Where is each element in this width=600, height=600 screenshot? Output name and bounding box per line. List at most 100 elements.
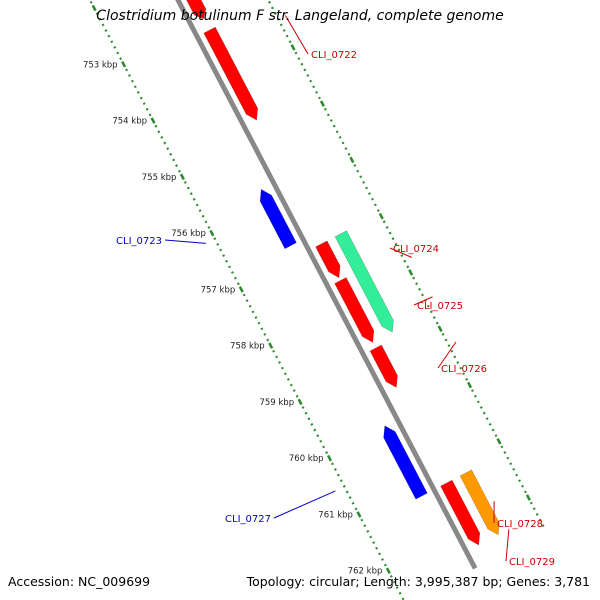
ruler-minor-tick: [512, 468, 516, 471]
ruler-major-tick: [209, 229, 215, 237]
gene-features: [186, 0, 500, 546]
ruler-minor-tick: [344, 147, 348, 151]
ruler-minor-tick: [95, 12, 99, 16]
label-leader-line: [284, 15, 309, 55]
gene-label-cli-0723[interactable]: CLI_0723: [116, 236, 162, 247]
ruler-minor-tick: [394, 242, 398, 246]
ruler-minor-tick: [401, 597, 405, 600]
ruler-minor-tick: [503, 451, 507, 454]
ruler-minor-tick: [391, 237, 395, 241]
ruler-minor-tick: [207, 226, 211, 229]
gene-label-cli-0726[interactable]: CLI_0726: [441, 364, 487, 375]
ruler-minor-tick: [160, 136, 164, 139]
ruler-minor-tick: [189, 192, 193, 196]
ruler-minor-tick: [456, 361, 460, 364]
ruler-minor-tick: [395, 586, 399, 590]
ruler-minor-tick: [329, 119, 333, 122]
ruler-minor-tick: [444, 338, 448, 342]
ruler-minor-tick: [429, 310, 433, 314]
ruler-minor-tick: [465, 377, 469, 381]
ruler-minor-tick: [403, 259, 407, 263]
ruler-minor-tick: [479, 406, 483, 409]
ruler-major-tick: [385, 567, 391, 574]
ruler-minor-tick: [110, 40, 114, 44]
gene-cli-0728[interactable]: [440, 479, 481, 546]
ruler-minor-tick: [113, 45, 117, 49]
ruler-minor-tick: [119, 57, 123, 61]
ruler-minor-tick: [529, 501, 533, 505]
gene-cli-0722[interactable]: [203, 26, 259, 121]
ruler-label: 760 kbp: [289, 454, 324, 464]
ruler-minor-tick: [116, 51, 120, 55]
ruler-minor-tick: [175, 164, 178, 167]
gene-cli-0727[interactable]: [383, 425, 428, 500]
gene-label-cli-0722[interactable]: CLI_0722: [311, 50, 357, 61]
ruler-minor-tick: [421, 293, 424, 297]
gene-labels: CLI_0722 CLI_0723 CLI_0724 CLI_0725 CLI_0726…: [116, 15, 555, 568]
label-leader-line: [389, 247, 413, 258]
ruler-minor-tick: [98, 17, 102, 21]
ruler-minor-tick: [368, 192, 371, 196]
ruler-minor-tick: [306, 74, 310, 77]
gene-cli-0723[interactable]: [259, 188, 297, 250]
gene-label-cli-0727[interactable]: CLI_0727: [225, 514, 271, 525]
gene-label-cli-0729[interactable]: CLI_0729: [509, 557, 555, 568]
ruler-minor-tick: [426, 304, 430, 308]
gene-label-cli-0728[interactable]: CLI_0728: [497, 519, 543, 530]
gene-label-cli-0725[interactable]: CLI_0725: [417, 301, 463, 312]
gene-cli-0726[interactable]: [334, 230, 394, 333]
ruler-minor-tick: [275, 355, 279, 359]
ruler-minor-tick: [89, 0, 93, 4]
ruler-minor-tick: [488, 422, 492, 426]
ruler-label: 758 kbp: [230, 342, 265, 352]
ruler-minor-tick: [524, 490, 527, 494]
ruler-minor-tick: [297, 57, 301, 60]
ruler-minor-tick: [378, 552, 381, 556]
gene-label-cli-0724[interactable]: CLI_0724: [393, 244, 439, 255]
ruler-minor-tick: [506, 456, 510, 460]
ruler-minor-tick: [319, 439, 323, 443]
ruler-major-tick: [408, 269, 414, 276]
ruler-minor-tick: [459, 366, 463, 370]
ruler-minor-tick: [142, 102, 146, 106]
ruler-minor-tick: [260, 327, 264, 331]
ruler-minor-tick: [398, 591, 402, 595]
ruler-major-tick: [326, 454, 333, 462]
ruler-minor-tick: [292, 389, 296, 393]
ruler-minor-tick: [245, 299, 249, 303]
ruler-minor-tick: [366, 529, 370, 533]
ruler-minor-tick: [376, 209, 380, 212]
ruler-minor-tick: [279, 23, 283, 27]
ruler-minor-tick: [310, 423, 314, 426]
gene-cli-0729[interactable]: [459, 469, 500, 536]
map-title: Clostridium botulinum F str. Langeland, …: [96, 8, 504, 24]
ruler-minor-tick: [397, 248, 401, 252]
ruler-minor-tick: [375, 546, 379, 550]
ruler-minor-tick: [148, 113, 152, 117]
ruler-minor-tick: [283, 372, 287, 376]
topology-text: Topology: circular; Length: 3,995,387 bp…: [246, 574, 590, 589]
ruler-major-tick: [121, 61, 127, 68]
ruler-minor-tick: [441, 332, 445, 336]
position-ruler: 753 kbp 754 kbp 755 kbp 756 kbp 757 kbp 758 k…: [83, 0, 545, 600]
ruler-minor-tick: [231, 271, 234, 274]
ruler-minor-tick: [347, 152, 351, 156]
ruler-minor-tick: [228, 265, 231, 269]
ruler-label: 759 kbp: [259, 398, 294, 408]
ruler-minor-tick: [276, 17, 280, 21]
ruler-minor-tick: [163, 141, 167, 145]
gene-cli-0724[interactable]: [315, 240, 341, 279]
ruler-minor-tick: [435, 321, 439, 325]
ruler-minor-tick: [282, 29, 286, 32]
gene-feature[interactable]: [186, 0, 207, 20]
ruler-minor-tick: [303, 68, 307, 72]
ruler-minor-tick: [509, 462, 513, 466]
ruler-minor-tick: [500, 445, 504, 449]
ruler-minor-tick: [385, 226, 389, 229]
ruler-major-tick: [496, 438, 502, 445]
ruler-minor-tick: [383, 563, 387, 567]
ruler-minor-tick: [462, 372, 466, 376]
gene-cli-0725[interactable]: [334, 277, 375, 343]
gene-feature[interactable]: [369, 344, 398, 388]
ruler-minor-tick: [166, 147, 170, 151]
